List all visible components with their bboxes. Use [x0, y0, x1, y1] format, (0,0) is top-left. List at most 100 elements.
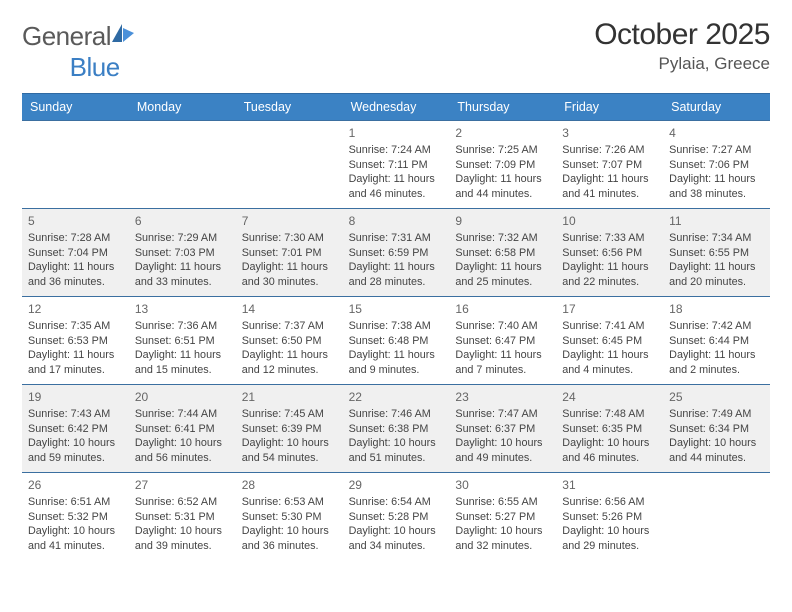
day-number: 28 — [242, 477, 337, 493]
sunrise-text: Sunrise: 6:55 AM — [455, 495, 550, 510]
sunrise-text: Sunrise: 7:42 AM — [669, 319, 764, 334]
daylight-text: Daylight: 11 hours and 41 minutes. — [562, 172, 657, 201]
daylight-text: Daylight: 10 hours and 51 minutes. — [349, 436, 444, 465]
daylight-text: Daylight: 10 hours and 29 minutes. — [562, 524, 657, 553]
sunset-text: Sunset: 6:56 PM — [562, 246, 657, 261]
sunrise-text: Sunrise: 7:30 AM — [242, 231, 337, 246]
sunrise-text: Sunrise: 7:28 AM — [28, 231, 123, 246]
sunset-text: Sunset: 6:55 PM — [669, 246, 764, 261]
sunrise-text: Sunrise: 7:25 AM — [455, 143, 550, 158]
sunrise-text: Sunrise: 7:41 AM — [562, 319, 657, 334]
day-number: 11 — [669, 213, 764, 229]
weekday-friday: Friday — [556, 94, 663, 120]
daylight-text: Daylight: 10 hours and 44 minutes. — [669, 436, 764, 465]
day-number: 7 — [242, 213, 337, 229]
sunset-text: Sunset: 7:09 PM — [455, 158, 550, 173]
sunrise-text: Sunrise: 7:45 AM — [242, 407, 337, 422]
calendar-cell: 12Sunrise: 7:35 AMSunset: 6:53 PMDayligh… — [22, 296, 129, 384]
month-title: October 2025 — [594, 18, 770, 52]
calendar-cell: 29Sunrise: 6:54 AMSunset: 5:28 PMDayligh… — [343, 472, 450, 560]
calendar-cell: 31Sunrise: 6:56 AMSunset: 5:26 PMDayligh… — [556, 472, 663, 560]
calendar-cell: 19Sunrise: 7:43 AMSunset: 6:42 PMDayligh… — [22, 384, 129, 472]
calendar-cell: 11Sunrise: 7:34 AMSunset: 6:55 PMDayligh… — [663, 208, 770, 296]
daylight-text: Daylight: 10 hours and 41 minutes. — [28, 524, 123, 553]
day-number: 20 — [135, 389, 230, 405]
daylight-text: Daylight: 10 hours and 32 minutes. — [455, 524, 550, 553]
brand-part1: General — [22, 21, 111, 52]
daylight-text: Daylight: 11 hours and 22 minutes. — [562, 260, 657, 289]
calendar-cell: 22Sunrise: 7:46 AMSunset: 6:38 PMDayligh… — [343, 384, 450, 472]
sunrise-text: Sunrise: 7:43 AM — [28, 407, 123, 422]
calendar-cell: 18Sunrise: 7:42 AMSunset: 6:44 PMDayligh… — [663, 296, 770, 384]
sunset-text: Sunset: 6:44 PM — [669, 334, 764, 349]
sail-icon — [112, 18, 134, 49]
weekday-saturday: Saturday — [663, 94, 770, 120]
sunrise-text: Sunrise: 7:48 AM — [562, 407, 657, 422]
sunrise-text: Sunrise: 7:49 AM — [669, 407, 764, 422]
sunset-text: Sunset: 6:59 PM — [349, 246, 444, 261]
day-number: 27 — [135, 477, 230, 493]
day-number: 24 — [562, 389, 657, 405]
calendar-cell: 7Sunrise: 7:30 AMSunset: 7:01 PMDaylight… — [236, 208, 343, 296]
sunrise-text: Sunrise: 7:27 AM — [669, 143, 764, 158]
sunrise-text: Sunrise: 6:56 AM — [562, 495, 657, 510]
sunset-text: Sunset: 5:28 PM — [349, 510, 444, 525]
sunrise-text: Sunrise: 7:44 AM — [135, 407, 230, 422]
calendar-cell: 20Sunrise: 7:44 AMSunset: 6:41 PMDayligh… — [129, 384, 236, 472]
sunrise-text: Sunrise: 6:54 AM — [349, 495, 444, 510]
calendar-cell: 23Sunrise: 7:47 AMSunset: 6:37 PMDayligh… — [449, 384, 556, 472]
sunset-text: Sunset: 6:58 PM — [455, 246, 550, 261]
day-number: 2 — [455, 125, 550, 141]
day-number: 22 — [349, 389, 444, 405]
weekday-header: Sunday Monday Tuesday Wednesday Thursday… — [22, 93, 770, 120]
day-number: 15 — [349, 301, 444, 317]
sunset-text: Sunset: 6:50 PM — [242, 334, 337, 349]
day-number: 29 — [349, 477, 444, 493]
calendar-cell: 13Sunrise: 7:36 AMSunset: 6:51 PMDayligh… — [129, 296, 236, 384]
sunrise-text: Sunrise: 7:36 AM — [135, 319, 230, 334]
calendar-cell: 1 Sunrise: 7:24 AMSunset: 7:11 PMDaylight… — [343, 120, 450, 208]
daylight-text: Daylight: 11 hours and 4 minutes. — [562, 348, 657, 377]
calendar-cell-empty — [129, 120, 236, 208]
calendar-cell: 17Sunrise: 7:41 AMSunset: 6:45 PMDayligh… — [556, 296, 663, 384]
sunrise-text: Sunrise: 7:32 AM — [455, 231, 550, 246]
day-number: 17 — [562, 301, 657, 317]
sunset-text: Sunset: 7:11 PM — [349, 158, 444, 173]
sunset-text: Sunset: 6:51 PM — [135, 334, 230, 349]
calendar-cell: 30Sunrise: 6:55 AMSunset: 5:27 PMDayligh… — [449, 472, 556, 560]
daylight-text: Daylight: 11 hours and 17 minutes. — [28, 348, 123, 377]
day-number: 13 — [135, 301, 230, 317]
calendar-cell: 27Sunrise: 6:52 AMSunset: 5:31 PMDayligh… — [129, 472, 236, 560]
daylight-text: Daylight: 10 hours and 46 minutes. — [562, 436, 657, 465]
day-number: 1 — [349, 125, 444, 141]
weekday-monday: Monday — [129, 94, 236, 120]
calendar-cell: 24Sunrise: 7:48 AMSunset: 6:35 PMDayligh… — [556, 384, 663, 472]
day-number: 26 — [28, 477, 123, 493]
day-number: 4 — [669, 125, 764, 141]
calendar-cell-empty — [236, 120, 343, 208]
sunset-text: Sunset: 5:27 PM — [455, 510, 550, 525]
weekday-tuesday: Tuesday — [236, 94, 343, 120]
day-number: 25 — [669, 389, 764, 405]
sunset-text: Sunset: 5:30 PM — [242, 510, 337, 525]
calendar-body: 1Sunrise: 7:24 AMSunset: 7:11 PMDaylight… — [22, 120, 770, 560]
daylight-text: Daylight: 11 hours and 46 minutes. — [349, 172, 444, 201]
daylight-text: Daylight: 11 hours and 44 minutes. — [455, 172, 550, 201]
calendar-cell: 15Sunrise: 7:38 AMSunset: 6:48 PMDayligh… — [343, 296, 450, 384]
sunset-text: Sunset: 7:03 PM — [135, 246, 230, 261]
sunset-text: Sunset: 7:01 PM — [242, 246, 337, 261]
brand-part2: Blue — [70, 52, 120, 83]
daylight-text: Daylight: 11 hours and 25 minutes. — [455, 260, 550, 289]
day-number: 6 — [135, 213, 230, 229]
title-block: October 2025 Pylaia, Greece — [594, 18, 770, 74]
sunrise-text: Sunrise: 7:24 AM — [349, 143, 444, 158]
sunrise-text: Sunrise: 6:52 AM — [135, 495, 230, 510]
sunset-text: Sunset: 6:38 PM — [349, 422, 444, 437]
day-number: 18 — [669, 301, 764, 317]
sunset-text: Sunset: 7:06 PM — [669, 158, 764, 173]
sunset-text: Sunset: 6:42 PM — [28, 422, 123, 437]
daylight-text: Daylight: 11 hours and 20 minutes. — [669, 260, 764, 289]
calendar-cell: 9Sunrise: 7:32 AMSunset: 6:58 PMDaylight… — [449, 208, 556, 296]
daylight-text: Daylight: 10 hours and 59 minutes. — [28, 436, 123, 465]
sunrise-text: Sunrise: 7:26 AM — [562, 143, 657, 158]
